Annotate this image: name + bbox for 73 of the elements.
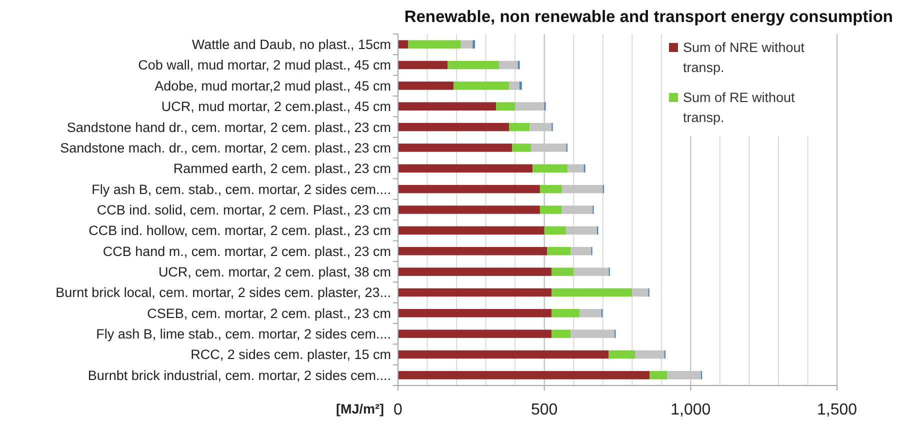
x-tick-label: 1,000 [670, 402, 711, 418]
bar [398, 82, 454, 90]
bar [398, 206, 540, 214]
y-tick-label: Wattle and Daub, no plast., 15cm [192, 37, 391, 52]
x-tick-label: 500 [530, 402, 558, 418]
bar [574, 268, 609, 276]
bar [552, 308, 580, 318]
bar [496, 102, 516, 111]
bar [498, 60, 518, 70]
y-tick-label: Fly ash B, cem. stab., cem. mortar, 2 sides cem.... [92, 182, 391, 197]
bar [398, 268, 552, 276]
y-tick-label: Burnt brick local, cem. mortar, 2 sides cem. plaster, 23... [56, 285, 391, 300]
bar [562, 206, 593, 214]
bar [448, 60, 499, 70]
bar [650, 371, 668, 380]
bar [398, 226, 544, 235]
bar [540, 206, 562, 214]
bar [398, 40, 408, 48]
bar [519, 82, 522, 90]
x-axis-title: [MJ/m²] [336, 402, 384, 416]
y-tick-label: CCB ind. hollow, cem. mortar, 2 cem. plast., 23 cm [88, 223, 391, 238]
bar [398, 330, 552, 338]
bar [460, 40, 473, 48]
bar [398, 246, 548, 256]
bar [398, 122, 510, 132]
y-tick-label: CSEB, cem. mortar, 2 cem. plast., 23 cm [147, 306, 391, 321]
y-tick-label: CCB hand m., cem. mortar, 2 cem. plast., 23 cm [102, 244, 391, 259]
bar [579, 308, 602, 318]
y-tick-label: UCR, cem. mortar, 2 cem. plast, 38 cm [158, 264, 391, 280]
bar [532, 164, 568, 173]
chart-title: Renewable, non renewable and transport energy consumption [404, 8, 893, 26]
bar [547, 246, 571, 256]
y-tick-label: CCB ind. solid, cem. mortar, 2 cem. Plast., 23 cm [96, 202, 391, 218]
bar [398, 144, 512, 152]
bar [608, 350, 636, 359]
bar [398, 164, 533, 173]
bar [398, 60, 448, 70]
y-tick-label: Sandstone hand dr., cem. mortar, 2 cem. plast., 23 cm [66, 120, 391, 135]
x-tick-label: 1,500 [816, 402, 858, 418]
y-tick-label: Cob wall, mud mortar, 2 mud plast., 45 cm [138, 58, 391, 73]
bar [512, 144, 532, 152]
bar [408, 40, 461, 48]
y-tick-label: Sandstone mach. dr., cem. mortar, 2 cem. plast., 23 cm [60, 140, 391, 156]
bar [398, 288, 552, 297]
bar [509, 122, 530, 132]
bar [568, 164, 584, 173]
bar [632, 288, 648, 297]
bar [540, 184, 562, 194]
y-tick-label: Fly ash B, lime stab., cem. mortar, 2 sides cem.... [96, 326, 391, 342]
bar [570, 246, 592, 256]
y-tick-label: UCR, mud mortar, 2 cem.plast., 45 cm [161, 99, 391, 114]
bar [552, 268, 574, 276]
x-tick-label: 0 [394, 402, 403, 418]
y-tick-label: Burnbt brick industrial, cem. mortar, 2 sides cem.... [88, 368, 391, 383]
bar [562, 184, 603, 194]
y-tick-label: RCC, 2 sides cem. plaster, 15 cm [190, 347, 391, 362]
bar [552, 288, 632, 297]
bar [398, 371, 650, 380]
bar [570, 330, 615, 338]
bar [544, 226, 566, 235]
bar [454, 82, 510, 90]
bar [398, 184, 540, 194]
legend-label: Sum of NRE without transp. [683, 40, 805, 75]
bar [509, 82, 520, 90]
bar [398, 308, 552, 318]
bar [398, 350, 609, 359]
y-tick-label: Rammed earth, 2 cem. plast., 23 cm [173, 161, 391, 176]
legend-label: Sum of RE without transp. [683, 90, 796, 125]
bar [635, 350, 664, 359]
y-tick-label: Adobe, mud mortar,2 mud plast., 45 cm [154, 78, 391, 94]
bar [552, 330, 571, 338]
bar [566, 226, 598, 235]
bar [398, 102, 496, 111]
